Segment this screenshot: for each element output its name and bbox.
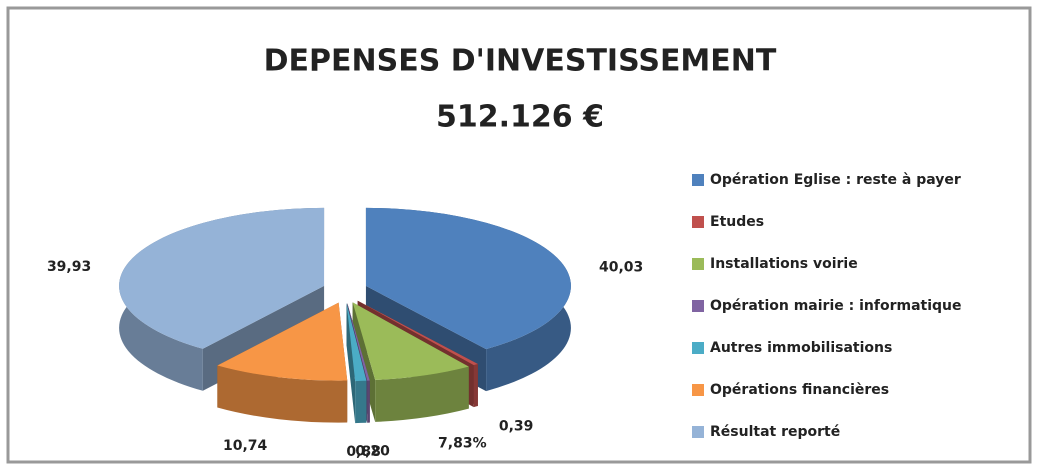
chart-title: DEPENSES D'INVESTISSEMENT xyxy=(264,44,777,79)
slice xyxy=(352,302,469,380)
slice-side xyxy=(217,365,348,423)
legend-label: Opération mairie : informatique xyxy=(710,298,962,314)
data-label: 7,83% xyxy=(438,435,487,451)
slice-side xyxy=(375,366,469,422)
slice-side xyxy=(367,380,370,423)
slice-side xyxy=(355,380,367,424)
slice xyxy=(365,207,571,350)
legend-label: Installations voirie xyxy=(710,256,858,272)
slice xyxy=(217,302,348,381)
legend-label: Etudes xyxy=(710,214,764,230)
slice xyxy=(346,303,367,382)
legend-label: Opérations financières xyxy=(710,382,889,398)
legend-swatch xyxy=(692,300,704,312)
legend-swatch xyxy=(692,258,704,270)
data-label: 0,20 xyxy=(355,443,390,459)
data-label: 40,03 xyxy=(599,259,643,275)
legend-swatch xyxy=(692,342,704,354)
legend-swatch xyxy=(692,426,704,438)
slice-side xyxy=(473,363,478,408)
legend-swatch xyxy=(692,174,704,186)
slice-wall xyxy=(346,303,356,424)
chart-subtitle: 512.126 € xyxy=(436,100,604,135)
slice xyxy=(347,303,370,381)
data-label: 0,88 xyxy=(346,444,381,460)
legend-label: Opération Eglise : reste à payer xyxy=(710,172,961,188)
slice xyxy=(119,207,325,349)
legend-swatch xyxy=(692,384,704,396)
data-label: 10,74 xyxy=(223,438,268,454)
data-label: 39,93 xyxy=(47,259,91,275)
legend-swatch xyxy=(692,216,704,228)
legend-label: Résultat reporté xyxy=(710,424,840,440)
data-label: 0,39 xyxy=(499,418,534,434)
legend-label: Autres immobilisations xyxy=(710,340,892,356)
slice xyxy=(357,300,478,366)
